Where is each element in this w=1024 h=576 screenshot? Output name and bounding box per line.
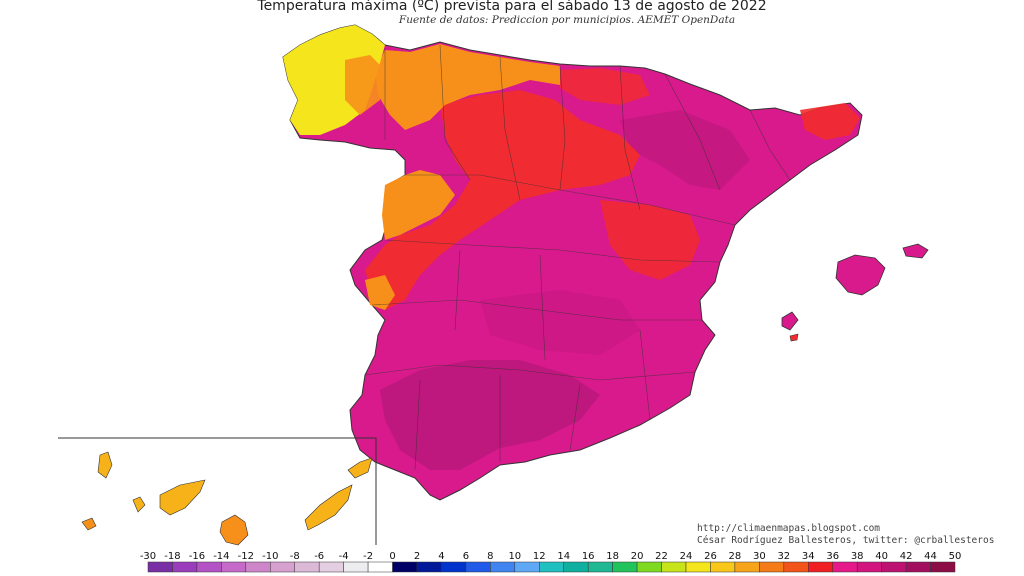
legend-swatch — [367, 561, 393, 573]
galicia-orange-patch — [345, 55, 385, 115]
legend-tick-label: -2 — [363, 551, 373, 562]
legend-swatch — [636, 561, 662, 573]
legend-swatch — [734, 561, 760, 573]
legend-tick-label: 18 — [606, 551, 619, 562]
legend-tick-label: 32 — [777, 551, 790, 562]
legend-tick-label: 20 — [631, 551, 644, 562]
mild-zone-north — [375, 44, 560, 130]
legend-swatch — [808, 561, 833, 573]
legend-swatch — [587, 561, 613, 573]
credit-author: César Rodríguez Ballesteros, twitter: @c… — [697, 535, 995, 546]
legend-swatch — [539, 561, 564, 573]
hot-zone-east — [620, 110, 750, 190]
legend-tick-label: 10 — [508, 551, 521, 562]
legend-swatch — [465, 561, 491, 573]
legend-swatch — [612, 561, 638, 573]
legend-swatch — [172, 561, 198, 573]
legend-tick-label: 16 — [582, 551, 595, 562]
legend-swatch — [318, 561, 344, 573]
legend-tick-label: -12 — [238, 551, 254, 562]
legend-swatch — [661, 561, 687, 573]
legend-swatch — [685, 561, 711, 573]
legend-tick-label: 4 — [438, 551, 444, 562]
hot-zone-south — [380, 360, 600, 470]
map-subtitle: Fuente de datos: Prediccion por municipi… — [398, 14, 736, 26]
legend-tick-label: 34 — [802, 551, 815, 562]
legend-swatch — [245, 561, 271, 573]
legend-swatch — [710, 561, 736, 573]
legend-tick-label: -18 — [164, 551, 180, 562]
legend-tick-label: 24 — [680, 551, 693, 562]
legend-tick-label: -8 — [290, 551, 300, 562]
legend-tick-label: -16 — [189, 551, 205, 562]
legend-swatch — [270, 561, 295, 573]
legend-swatch — [759, 561, 785, 573]
legend-tick-label: 44 — [924, 551, 937, 562]
legend-swatch — [196, 561, 222, 573]
legend-tick-label: -10 — [262, 551, 278, 562]
island-ibiza — [781, 311, 799, 331]
legend-tick-label: -6 — [314, 551, 324, 562]
legend-tick-label: 42 — [900, 551, 913, 562]
legend-swatch — [490, 561, 516, 573]
island-mallorca — [835, 254, 886, 296]
legend-swatch — [905, 561, 931, 573]
legend-tick-label: 14 — [557, 551, 570, 562]
legend-tick-label: 6 — [463, 551, 469, 562]
legend-tick-label: 40 — [875, 551, 888, 562]
legend-tick-label: 2 — [414, 551, 420, 562]
island-menorca — [902, 243, 929, 259]
legend-swatch — [294, 561, 320, 573]
legend-swatch — [221, 561, 247, 573]
legend-tick-label: 50 — [949, 551, 962, 562]
map-title: Temperatura máxima (ºC) prevista para el… — [257, 0, 767, 14]
canary-islands — [81, 451, 373, 546]
legend-swatch — [832, 561, 858, 573]
legend-swatch — [343, 561, 369, 573]
legend-tick-label: 0 — [389, 551, 395, 562]
hot-zone-center — [480, 290, 640, 355]
legend-tick-label: 12 — [533, 551, 546, 562]
warm-zone-catalonia — [800, 103, 860, 140]
island-formentera — [789, 333, 799, 342]
legend-swatch — [441, 561, 467, 573]
legend-swatch — [147, 561, 173, 573]
legend-swatch — [783, 561, 809, 573]
legend-swatch — [392, 561, 418, 573]
legend-swatch — [856, 561, 882, 573]
canarias-inset-frame — [58, 437, 377, 545]
legend-tick-label: 38 — [851, 551, 864, 562]
legend-swatch — [416, 561, 442, 573]
credit-url: http://climaenmapas.blogspot.com — [697, 523, 881, 534]
legend-tick-label: -14 — [213, 551, 229, 562]
legend-swatch — [563, 561, 589, 573]
legend-tick-label: 36 — [826, 551, 839, 562]
legend-swatch — [514, 561, 540, 573]
legend-swatch — [930, 561, 956, 573]
temperature-legend: -30 -18 -16 -14 -12 -10 -8 -6 -4 -2 0 2 4 6 8 10 12 14 16 1… — [140, 551, 962, 573]
legend-tick-label: 28 — [729, 551, 742, 562]
legend-swatch — [881, 561, 907, 573]
mild-zone-west — [382, 170, 455, 240]
warm-zone-east — [600, 200, 700, 280]
province-borders — [364, 44, 791, 471]
legend-tick-label: -30 — [140, 551, 156, 562]
warm-zone-red — [365, 90, 640, 310]
legend-tick-label: 8 — [487, 551, 493, 562]
legend-tick-label: 22 — [655, 551, 668, 562]
mild-zone-southwest — [365, 275, 395, 310]
warm-zone-ebro — [560, 68, 650, 105]
legend-tick-label: 30 — [753, 551, 766, 562]
legend-tick-label: 26 — [704, 551, 717, 562]
legend-tick-label: -4 — [339, 551, 349, 562]
